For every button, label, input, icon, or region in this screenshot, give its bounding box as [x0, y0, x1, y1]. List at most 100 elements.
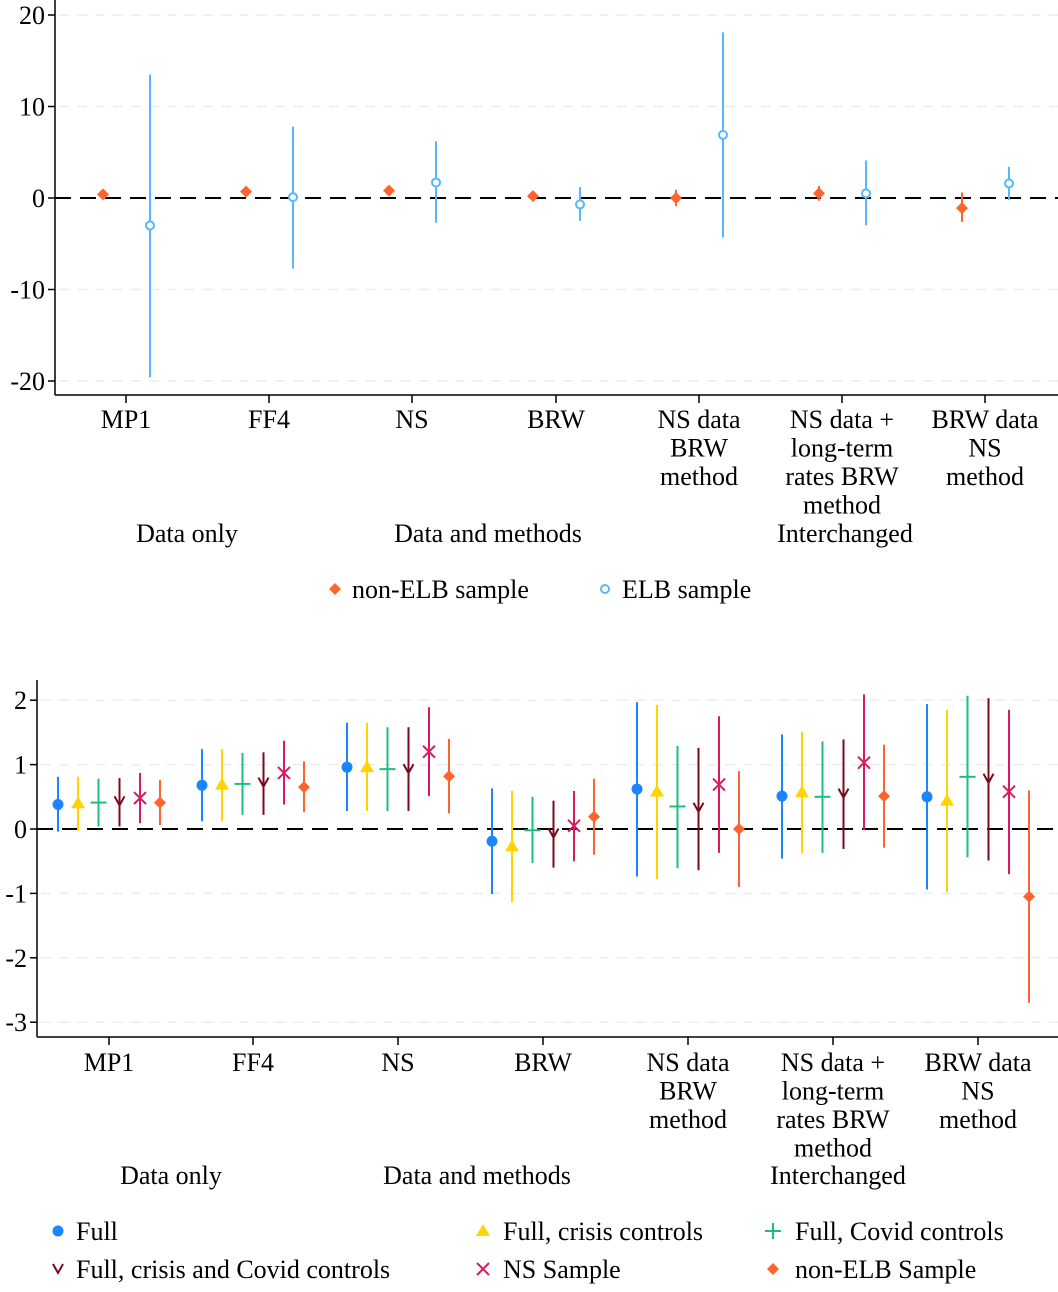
diamond-marker — [329, 583, 341, 595]
x-tick-label: BRW — [514, 1048, 572, 1077]
x-tick-label: rates BRW — [776, 1105, 890, 1134]
series-elb-sample — [145, 32, 1014, 378]
data-point — [940, 793, 954, 806]
data-point — [90, 794, 107, 811]
legend-label: Full, crisis and Covid controls — [76, 1255, 390, 1284]
chevron-down-marker — [52, 1263, 64, 1276]
y-tick-label: 10 — [19, 93, 45, 122]
series-full — [52, 702, 933, 895]
y-tick-label: 2 — [14, 686, 27, 715]
chevron-down-marker — [402, 763, 415, 776]
x-marker — [476, 1262, 490, 1276]
circle-marker — [921, 791, 933, 803]
x-tick-label: method — [649, 1105, 727, 1134]
x-tick-label: NS — [961, 1077, 994, 1106]
group-label: Data only — [136, 519, 238, 548]
x-tick-label: NS — [968, 434, 1001, 463]
y-tick-label: 20 — [19, 1, 45, 30]
y-tick-label: -3 — [5, 1008, 27, 1037]
chevron-down-marker — [547, 828, 560, 840]
data-point — [692, 802, 705, 814]
chevron-down-marker — [837, 788, 850, 800]
data-point — [234, 775, 251, 792]
x-marker — [712, 777, 726, 792]
diamond-marker — [878, 790, 890, 803]
diamond-marker — [154, 796, 166, 809]
triangle-marker — [360, 760, 374, 773]
data-point — [257, 777, 270, 789]
data-point — [240, 185, 252, 198]
series-full-crisis-and-covid-controls — [113, 698, 995, 871]
x-tick-label: BRW — [670, 434, 728, 463]
data-point — [402, 763, 415, 776]
hollow-circle-marker — [861, 188, 871, 199]
y-tick-label: -20 — [10, 367, 45, 396]
x-tick-label: FF4 — [232, 1048, 274, 1077]
legend-diamond-icon — [767, 1263, 779, 1275]
data-point — [113, 795, 126, 808]
chart-panel-2 — [30, 680, 1058, 1276]
x-tick-label: method — [803, 491, 881, 520]
legend-hollow-circle-icon — [600, 584, 610, 594]
triangle-marker — [650, 784, 664, 797]
series-full-crisis-controls — [71, 704, 954, 903]
diamond-marker — [670, 192, 682, 204]
diamond-marker — [813, 187, 825, 200]
x-tick-label: method — [939, 1105, 1017, 1134]
diamond-marker — [298, 781, 310, 794]
data-point — [631, 783, 643, 795]
data-point — [670, 192, 682, 204]
group-label: Data and methods — [394, 519, 582, 548]
data-point — [959, 768, 976, 785]
triangle-marker — [215, 777, 229, 790]
group-label: Interchanged — [770, 1161, 906, 1190]
circle-marker — [52, 799, 64, 811]
hollow-circle-marker — [718, 129, 728, 140]
legend-label: Full, crisis controls — [503, 1217, 703, 1246]
x-tick-label: MP1 — [101, 405, 152, 434]
circle-marker — [776, 790, 788, 802]
x-marker — [1002, 784, 1016, 799]
x-tick-label: rates BRW — [785, 462, 899, 491]
x-tick-label: MP1 — [84, 1048, 135, 1077]
data-point — [733, 823, 745, 835]
data-point — [718, 129, 728, 140]
legend-label: Full, Covid controls — [795, 1217, 1004, 1246]
circle-marker — [631, 783, 643, 795]
data-point — [982, 773, 995, 785]
series-ns-sample — [133, 694, 1016, 875]
legend-label: Full — [76, 1217, 118, 1246]
hollow-circle-marker — [575, 199, 585, 210]
data-point — [443, 770, 455, 783]
diamond-marker — [733, 823, 745, 835]
group-label: Data only — [120, 1161, 222, 1190]
hollow-circle-marker — [1004, 178, 1014, 189]
diamond-marker — [97, 188, 109, 201]
y-tick-label: -1 — [5, 879, 27, 908]
data-point — [383, 184, 395, 197]
data-point — [422, 745, 436, 759]
x-marker — [133, 791, 147, 805]
data-point — [486, 835, 498, 847]
x-tick-label: method — [794, 1134, 872, 1163]
chevron-down-marker — [113, 795, 126, 808]
diamond-marker — [443, 770, 455, 783]
data-point — [813, 187, 825, 200]
chevron-down-marker — [982, 773, 995, 785]
data-point — [97, 188, 109, 201]
data-point — [505, 839, 519, 852]
group-label: Interchanged — [777, 519, 913, 548]
circle-marker — [196, 779, 208, 791]
x-tick-label: FF4 — [248, 405, 290, 434]
data-point — [669, 798, 686, 815]
x-tick-label: NS data — [657, 405, 741, 434]
legend-chevron-down-icon — [52, 1263, 64, 1276]
data-point — [1023, 890, 1035, 903]
data-point — [776, 790, 788, 802]
diamond-marker — [383, 184, 395, 197]
x-tick-label: NS data + — [781, 1048, 885, 1077]
diamond-marker — [588, 810, 600, 823]
diamond-marker — [956, 202, 968, 215]
data-point — [814, 788, 831, 805]
y-tick-label: -10 — [10, 276, 45, 305]
